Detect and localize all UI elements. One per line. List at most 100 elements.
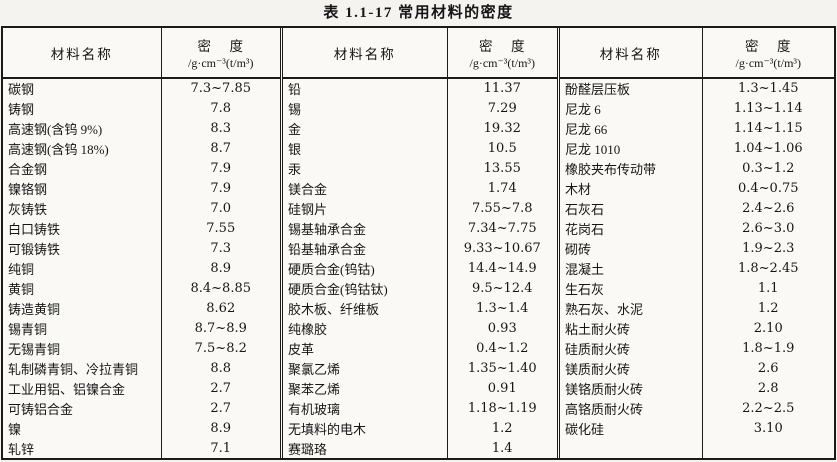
table-row: 锡 7.29 xyxy=(283,98,557,118)
material-name-cell: 尼龙 66 xyxy=(560,118,703,138)
density-value-cell: 8.9 xyxy=(210,260,232,276)
material-name-cell: 酚醛层压板 xyxy=(560,78,703,98)
density-value-cell: 2.6~3.0 xyxy=(742,220,795,236)
material-name-cell: 可锻铸铁 xyxy=(3,238,162,258)
material-name-cell: 石灰石 xyxy=(560,198,703,218)
table-row: 汞 13.55 xyxy=(283,158,557,178)
density-value-cell: 7.0 xyxy=(210,200,232,216)
material-name-cell: 无锡青铜 xyxy=(3,338,162,358)
density-value-cell: 7.9 xyxy=(210,160,232,176)
table-row: 铸造黄铜 8.62 xyxy=(3,298,280,318)
materials-table-1: 材料名称 密 度 /g·cm⁻³(t/m³) 碳钢 7.3~7.85 铸钢 xyxy=(3,28,280,458)
density-unit-label: /g·cm⁻³(t/m³) xyxy=(469,55,535,70)
density-value-cell: 1.8~2.45 xyxy=(737,260,799,276)
density-value-cell: 2.10 xyxy=(753,320,783,336)
table-row: 硬质合金(钨钴钛) 9.5~12.4 xyxy=(283,278,557,298)
material-name-cell: 镁质耐火砖 xyxy=(560,358,703,378)
material-name-cell: 黄铜 xyxy=(3,278,162,298)
material-name-cell: 硅钢片 xyxy=(283,198,448,218)
material-name-cell: 碳钢 xyxy=(3,78,162,98)
table-row: 砌砖 1.9~2.3 xyxy=(560,238,834,258)
table-row: 胶木板、纤维板 1.3~1.4 xyxy=(283,298,557,318)
table-row: 有机玻璃 1.18~1.19 xyxy=(283,398,557,418)
density-value-cell: 2.2~2.5 xyxy=(742,400,795,416)
table-row: 铅 11.37 xyxy=(283,78,557,98)
table-row: 高速钢(含钨 18%) 8.7 xyxy=(3,138,280,158)
table-row: 镍铬钢 7.9 xyxy=(3,178,280,198)
density-value-cell: 1.18~1.19 xyxy=(467,400,537,416)
table-title: 表 1.1-17 常用材料的密度 xyxy=(323,5,514,21)
density-value-cell: 1.13~1.14 xyxy=(733,100,803,116)
density-value-cell: 0.4~1.2 xyxy=(476,340,529,356)
density-table: 材料名称 密 度 /g·cm⁻³(t/m³) 碳钢 7.3~7.85 铸钢 xyxy=(1,26,836,460)
material-name-cell: 锡基轴承合金 xyxy=(283,218,448,238)
density-value-cell: 14.4~14.9 xyxy=(467,260,537,276)
table-row: 混凝土 1.8~2.45 xyxy=(560,258,834,278)
header-row: 材料名称 密 度 /g·cm⁻³(t/m³) xyxy=(3,28,280,79)
table-row: 粘土耐火砖 2.10 xyxy=(560,318,834,338)
material-name-cell: 粘土耐火砖 xyxy=(560,318,703,338)
material-name-cell: 聚氯乙烯 xyxy=(283,358,448,378)
table-group-1: 材料名称 密 度 /g·cm⁻³(t/m³) 碳钢 7.3~7.85 铸钢 xyxy=(3,28,280,458)
material-name-cell: 可铸铝合金 xyxy=(3,398,162,418)
density-value-cell: 0.91 xyxy=(487,380,517,396)
density-value-cell: 8.9 xyxy=(210,420,232,436)
table-row: 尼龙 6 1.13~1.14 xyxy=(560,98,834,118)
materials-table-2: 材料名称 密 度 /g·cm⁻³(t/m³) 铅 11.37 锡 7. xyxy=(283,28,557,458)
density-value-cell: 2.8 xyxy=(757,380,779,396)
table-row: 黄铜 8.4~8.85 xyxy=(3,278,280,298)
density-value-cell: 2.7 xyxy=(210,400,232,416)
material-name-cell: 花岗石 xyxy=(560,218,703,238)
density-value-cell: 9.5~12.4 xyxy=(471,280,533,296)
density-value-cell: 1.74 xyxy=(487,180,517,196)
material-name-cell xyxy=(560,438,703,458)
density-value-cell: 8.7~8.9 xyxy=(194,320,247,336)
table-row: 镁铬质耐火砖 2.8 xyxy=(560,378,834,398)
density-value-cell: 8.7 xyxy=(210,140,232,156)
table-row: 硅钢片 7.55~7.8 xyxy=(283,198,557,218)
material-name-cell: 铅 xyxy=(283,78,448,98)
table-row xyxy=(560,438,834,458)
material-name-cell: 混凝土 xyxy=(560,258,703,278)
table-row: 硬质合金(钨钴) 14.4~14.9 xyxy=(283,258,557,278)
table-row: 碳化硅 3.10 xyxy=(560,418,834,438)
density-value-cell: 7.55~7.8 xyxy=(471,200,533,216)
density-value-cell: 1.2 xyxy=(757,300,779,316)
density-value-cell: 8.3 xyxy=(210,120,232,136)
density-value-cell: 1.3~1.45 xyxy=(737,81,799,96)
density-value-cell: 8.62 xyxy=(206,300,236,316)
density-header-label: 密 度 xyxy=(479,38,526,54)
material-header: 材料名称 xyxy=(560,28,703,79)
table-row: 镁质耐火砖 2.6 xyxy=(560,358,834,378)
table-row: 赛璐珞 1.4 xyxy=(283,438,557,458)
material-name-cell: 尼龙 6 xyxy=(560,98,703,118)
material-name-cell: 橡胶夹布传动带 xyxy=(560,158,703,178)
density-value-cell: 2.7 xyxy=(210,380,232,396)
material-name-cell: 工业用铝、铝镍合金 xyxy=(3,378,162,398)
material-name-cell: 高速钢(含钨 9%) xyxy=(3,118,162,138)
table-row: 尼龙 66 1.14~1.15 xyxy=(560,118,834,138)
material-name-cell: 木材 xyxy=(560,178,703,198)
material-name-cell: 镁铬质耐火砖 xyxy=(560,378,703,398)
material-name-cell: 锡 xyxy=(283,98,448,118)
material-name-cell: 铸钢 xyxy=(3,98,162,118)
table-row: 木材 0.4~0.75 xyxy=(560,178,834,198)
density-value-cell: 1.04~1.06 xyxy=(733,140,803,156)
material-name-cell: 皮革 xyxy=(283,338,448,358)
density-value-cell: 1.2 xyxy=(491,420,513,436)
material-name-cell: 白口铸铁 xyxy=(3,218,162,238)
density-value-cell: 7.3 xyxy=(210,240,232,256)
density-header-label: 密 度 xyxy=(745,38,792,54)
density-value-cell: 7.9 xyxy=(210,180,232,196)
material-name-cell: 熟石灰、水泥 xyxy=(560,298,703,318)
table-row: 酚醛层压板 1.3~1.45 xyxy=(560,78,834,98)
material-name-cell: 砌砖 xyxy=(560,238,703,258)
density-value-cell: 7.55 xyxy=(206,220,236,236)
material-name-cell: 合金钢 xyxy=(3,158,162,178)
table-row: 聚苯乙烯 0.91 xyxy=(283,378,557,398)
density-value-cell: 2.6 xyxy=(757,360,779,376)
table-row: 花岗石 2.6~3.0 xyxy=(560,218,834,238)
density-header: 密 度 /g·cm⁻³(t/m³) xyxy=(161,28,280,79)
density-value-cell: 10.5 xyxy=(487,140,517,156)
